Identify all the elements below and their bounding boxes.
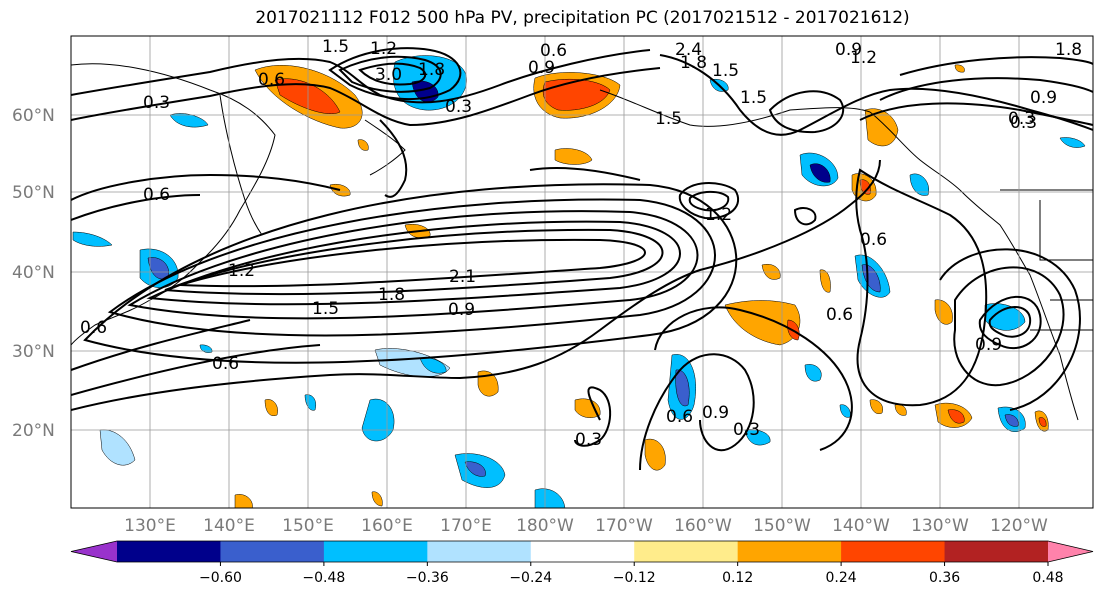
- contour-label: 1.2: [705, 205, 732, 225]
- lon-label-130e: 130°E: [124, 516, 176, 536]
- lat-label-20n: 20°N: [12, 421, 55, 441]
- colorbar-swatch: [841, 541, 946, 562]
- contour-label: 0.6: [80, 318, 107, 338]
- contour-label: 0.9: [835, 40, 862, 60]
- contour-label: 0.3: [1008, 109, 1035, 129]
- contour-label: 0.6: [143, 185, 170, 205]
- longitude-labels: 130°E 140°E 150°E 160°E 170°E 180°W 170°…: [124, 516, 1048, 536]
- colorbar-tick-label: −0.36: [406, 570, 449, 586]
- contour-label: 0.6: [666, 407, 693, 427]
- colorbar-outline: [70, 540, 1094, 563]
- colorbar-extend-high: [1048, 541, 1093, 562]
- contour-label: 0.3: [733, 420, 760, 440]
- contour-label: 0.6: [258, 70, 285, 90]
- contour-label: 0.9: [975, 335, 1002, 355]
- contour-label: 0.9: [448, 300, 475, 320]
- lon-label-140e: 140°E: [203, 516, 255, 536]
- contour-label: 0.6: [540, 41, 567, 61]
- map-area: 0.3 0.6 1.5 1.2 3.0 1.8 0.3 0.6 0.9 2.4 …: [71, 36, 1093, 508]
- contour-label: 0.3: [575, 430, 602, 450]
- colorbar-tick-label: 0.36: [929, 570, 960, 586]
- lon-label-150e: 150°E: [282, 516, 334, 536]
- contour-label: 1.8: [418, 60, 445, 80]
- lon-label-120w: 120°W: [990, 516, 1048, 536]
- precip-shading: [72, 55, 1086, 508]
- lon-label-180w: 180°W: [516, 516, 574, 536]
- lon-label-160w: 160°W: [674, 516, 732, 536]
- colorbar-swatch: [117, 541, 221, 562]
- contour-label: 1.5: [322, 37, 349, 57]
- lat-label-50n: 50°N: [12, 183, 55, 203]
- contour-label: 0.6: [860, 230, 887, 250]
- contour-label: 1.5: [712, 61, 739, 81]
- lon-label-140w: 140°W: [832, 516, 890, 536]
- contour-label: 1.5: [312, 299, 339, 319]
- lon-label-170w: 170°W: [595, 516, 653, 536]
- contour-label: 1.8: [378, 285, 405, 305]
- contour-label: 0.3: [445, 97, 472, 117]
- colorbar-tick-label: −0.48: [302, 570, 345, 586]
- colorbar-swatch: [323, 541, 428, 562]
- colorbar-swatch: [634, 541, 739, 562]
- contour-label: 1.2: [228, 261, 255, 281]
- colorbar-tick-label: −0.60: [199, 570, 242, 586]
- contour-label: 1.8: [680, 53, 707, 73]
- pv-contours: [71, 47, 1093, 471]
- contour-labels: 0.3 0.6 1.5 1.2 3.0 1.8 0.3 0.6 0.9 2.4 …: [80, 37, 1082, 450]
- contour-label: 0.6: [826, 305, 853, 325]
- contour-label: 1.8: [1055, 40, 1082, 60]
- contour-label: 2.1: [449, 267, 476, 287]
- map-title: 2017021112 F012 500 hPa PV, precipitatio…: [255, 8, 910, 28]
- lat-label-60n: 60°N: [12, 106, 55, 126]
- colorbar-swatch: [737, 541, 842, 562]
- lon-label-160e: 160°E: [361, 516, 413, 536]
- colorbar-swatch: [530, 541, 635, 562]
- lat-label-30n: 30°N: [12, 342, 55, 362]
- contour-label: 0.3: [143, 93, 170, 113]
- colorbar-tick-label: 0.24: [826, 570, 857, 586]
- contour-label: 0.9: [702, 403, 729, 423]
- colorbar-tick-label: −0.12: [613, 570, 656, 586]
- colorbar-tick-label: 0.12: [722, 570, 753, 586]
- contour-label: 0.6: [212, 354, 239, 374]
- contour-label: 0.3: [1010, 113, 1037, 133]
- contour-label: 2.4: [675, 40, 702, 60]
- coastlines: [71, 63, 1093, 421]
- contour-label: 1.2: [370, 39, 397, 59]
- contour-label: 3.0: [375, 65, 402, 85]
- colorbar-tick-label: 0.48: [1032, 570, 1063, 586]
- contour-label: 0.9: [1030, 88, 1057, 108]
- contour-label: 1.5: [655, 109, 682, 129]
- contour-label: 1.5: [740, 88, 767, 108]
- lon-label-130w: 130°W: [911, 516, 969, 536]
- lon-label-150w: 150°W: [753, 516, 811, 536]
- colorbar-tick-label: −0.24: [509, 570, 552, 586]
- colorbar-swatch: [220, 541, 325, 562]
- lat-label-40n: 40°N: [12, 263, 55, 283]
- colorbar-swatch: [944, 541, 1049, 562]
- colorbar-swatch: [427, 541, 532, 562]
- lon-label-170e: 170°E: [440, 516, 492, 536]
- gridlines: [71, 36, 1093, 508]
- colorbar-extend-low: [71, 541, 117, 562]
- map-frame: [70, 35, 1094, 509]
- contour-label: 0.9: [528, 58, 555, 78]
- latitude-labels: 60°N 50°N 40°N 30°N 20°N: [12, 106, 55, 441]
- contour-label: 1.2: [850, 48, 877, 68]
- colorbar: −0.60 −0.48 −0.36 −0.24 −0.12 0.12 0.24 0.36 0.4…: [70, 540, 1094, 586]
